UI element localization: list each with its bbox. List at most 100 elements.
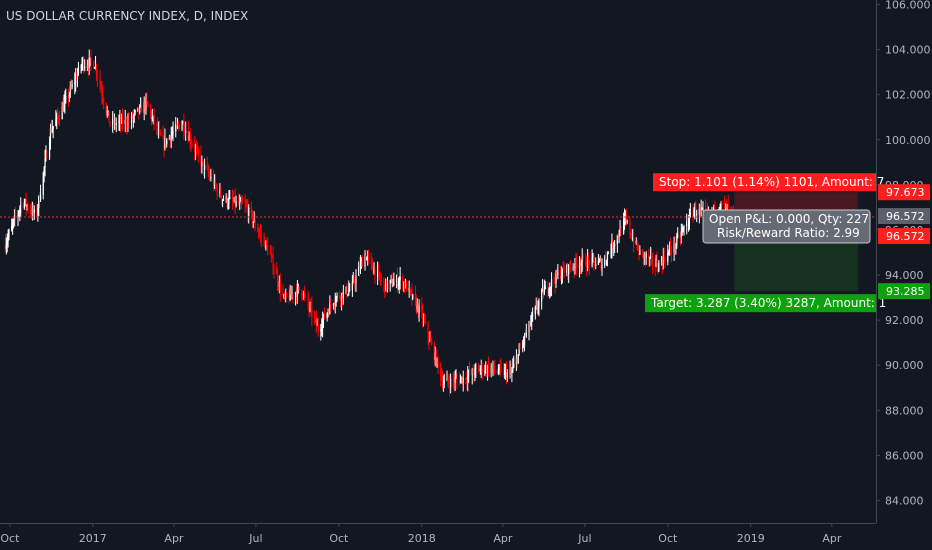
candle-body [42, 173, 44, 195]
candle-body [187, 130, 189, 141]
candle-body [530, 322, 532, 326]
candle-body [227, 203, 229, 205]
candle-body [235, 201, 237, 206]
candle-body [566, 264, 568, 273]
last-price-label-box [878, 208, 930, 225]
candle-body [95, 65, 98, 75]
candle-body [267, 244, 269, 253]
candle-body [681, 229, 683, 233]
candle-body [126, 125, 128, 127]
candle-body [282, 291, 284, 296]
candle-body [479, 369, 481, 372]
candle-body [94, 67, 96, 69]
candle-body [588, 260, 591, 266]
candle-body [24, 199, 26, 203]
candle-body [197, 149, 199, 154]
candle-body [377, 270, 379, 277]
candle-body [132, 116, 134, 119]
y-tick-label: 84.000 [885, 494, 924, 507]
candle-body [664, 259, 666, 262]
candle-body [385, 280, 387, 292]
candle-body [118, 121, 120, 124]
candle-body [240, 200, 243, 203]
candle-body [557, 271, 559, 276]
candle-body [561, 268, 563, 276]
price-axis-labels: 97.673 96.572 96.572 93.285 [878, 184, 930, 300]
candle-body [333, 304, 335, 306]
candle-body [395, 277, 398, 282]
candle-body [87, 66, 89, 68]
candle-body [76, 76, 78, 80]
candle-body [548, 291, 550, 293]
candle-body [341, 293, 344, 299]
candle-body [637, 248, 639, 250]
candle-body [323, 314, 326, 319]
rr-text: Risk/Reward Ratio: 2.99 [717, 226, 860, 240]
candle-body [89, 57, 91, 59]
candle-body [657, 268, 659, 272]
candle-body [196, 148, 198, 150]
candle-body [364, 255, 366, 267]
candle-body [593, 257, 595, 262]
y-tick-label: 102.000 [885, 89, 931, 102]
candle-body [524, 334, 527, 337]
candle-body [71, 84, 73, 88]
candle-body [245, 204, 247, 206]
candle-body [303, 293, 305, 298]
candle-body [84, 66, 86, 69]
candle-body [581, 256, 583, 263]
candle-body [355, 275, 357, 284]
candle-body [254, 219, 256, 227]
y-axis[interactable]: 106.000104.000102.000100.00098.00096.000… [876, 0, 931, 507]
y-tick-label: 104.000 [885, 44, 931, 57]
candle-body [109, 122, 111, 125]
candle-body [424, 321, 426, 323]
candle-body [687, 223, 690, 225]
candle-body [428, 336, 430, 342]
candle-body [607, 253, 609, 255]
candle-body [50, 128, 52, 132]
candle-body [404, 282, 407, 288]
candle-body [641, 249, 644, 252]
candle-body [143, 102, 145, 113]
candle-body [93, 61, 95, 69]
candle-body [667, 252, 669, 262]
candle-body [645, 254, 647, 258]
candle-body [626, 221, 628, 223]
candle-body [144, 102, 146, 109]
x-axis[interactable]: Oct 2017 Apr Jul Oct 2018 Apr Jul Oct 2019 Apr [0, 523, 842, 545]
x-tick-label: Apr [822, 532, 842, 545]
candle-body [309, 305, 311, 309]
candle-body [102, 94, 104, 100]
candle-body [673, 241, 675, 253]
entry-price-label-text: 96.572 [886, 230, 925, 243]
candle-body [372, 267, 374, 273]
candle-body [642, 251, 645, 258]
candle-body [399, 276, 401, 281]
candle-body [67, 96, 70, 99]
candle-body [210, 176, 212, 179]
candle-body [412, 294, 414, 299]
chart-title: US DOLLAR CURRENCY INDEX, D, INDEX [6, 9, 248, 23]
candle-body [260, 233, 262, 237]
candle-body [175, 124, 177, 132]
candle-body [617, 235, 619, 237]
candle-body [134, 110, 136, 113]
candle-body [114, 120, 116, 125]
candle-body [228, 198, 230, 204]
candle-body [446, 377, 448, 381]
candle-body [43, 167, 45, 174]
candle-body [361, 260, 363, 267]
candle-body [543, 288, 545, 295]
candle-body [393, 281, 395, 286]
candle-body [486, 366, 488, 373]
candle-body [612, 241, 614, 248]
candle-body [517, 354, 519, 363]
candle-body [649, 257, 651, 260]
candle-body [46, 153, 48, 158]
candle-body [207, 168, 209, 174]
candle-body [656, 261, 658, 269]
candle-body [679, 235, 682, 238]
candle-body [498, 366, 500, 372]
